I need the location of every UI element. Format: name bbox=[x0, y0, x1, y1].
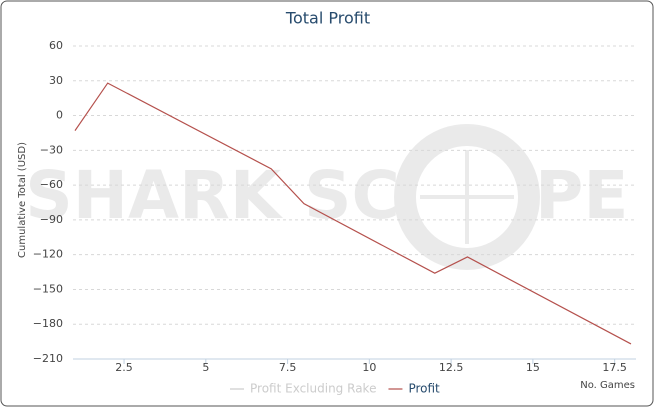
chart-title: Total Profit bbox=[285, 9, 370, 28]
x-axis-title: No. Games bbox=[580, 380, 635, 391]
y-tick-label: 30 bbox=[49, 74, 63, 87]
y-tick-label: −150 bbox=[33, 282, 63, 295]
y-tick-label: 60 bbox=[49, 39, 63, 52]
x-tick-label: 7.5 bbox=[279, 361, 297, 374]
watermark-ring bbox=[394, 124, 540, 270]
legend-label: Profit Excluding Rake bbox=[250, 382, 376, 396]
y-tick-label: −120 bbox=[33, 248, 63, 261]
series-line bbox=[74, 82, 632, 345]
x-tick-label: 12.5 bbox=[439, 361, 464, 374]
watermark-text: SHARK SC bbox=[25, 157, 400, 234]
x-tick-label: 17.5 bbox=[602, 361, 627, 374]
legend-label: Profit bbox=[408, 382, 440, 396]
x-tick-label: 5 bbox=[202, 361, 209, 374]
x-tick-label: 15 bbox=[526, 361, 540, 374]
y-tick-label: −90 bbox=[40, 213, 63, 226]
y-tick-label: −30 bbox=[40, 143, 63, 156]
y-axis-title: Cumulative Total (USD) bbox=[17, 142, 28, 258]
x-tick-label: 10 bbox=[362, 361, 376, 374]
x-tick-label: 2.5 bbox=[115, 361, 133, 374]
y-tick-label: −210 bbox=[33, 352, 63, 365]
watermark-text: PE bbox=[535, 157, 628, 234]
y-tick-label: −180 bbox=[33, 317, 63, 330]
y-tick-label: −60 bbox=[40, 178, 63, 191]
y-tick-label: 0 bbox=[56, 109, 63, 122]
